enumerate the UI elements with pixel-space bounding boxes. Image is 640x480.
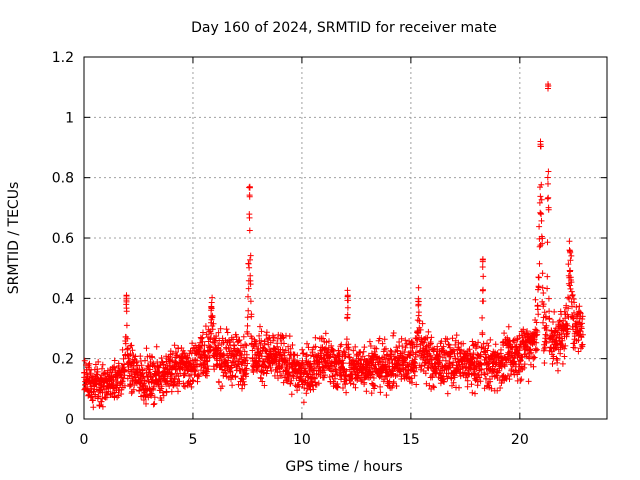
y-tick-label: 1.2 bbox=[52, 50, 74, 66]
y-tick-label: 0.6 bbox=[52, 231, 74, 247]
x-axis: 0 5 10 15 20 bbox=[80, 57, 529, 448]
x-tick-label: 20 bbox=[511, 432, 529, 448]
y-tick-label: 0.8 bbox=[52, 171, 74, 187]
x-tick-label: 15 bbox=[402, 432, 420, 448]
y-axis-label: SRMTID / TECUs bbox=[6, 182, 22, 295]
y-tick-label: 0 bbox=[65, 412, 74, 428]
y-axis: 0 0.2 0.4 0.6 0.8 1 1.2 bbox=[52, 50, 607, 428]
y-tick-label: 0.4 bbox=[52, 291, 74, 307]
chart-title: Day 160 of 2024, SRMTID for receiver mat… bbox=[191, 20, 497, 36]
x-axis-label: GPS time / hours bbox=[285, 459, 402, 475]
grid-lines bbox=[84, 57, 607, 419]
x-tick-label: 10 bbox=[293, 432, 311, 448]
x-tick-label: 5 bbox=[188, 432, 197, 448]
series-points-srmtid bbox=[81, 81, 586, 411]
y-tick-label: 0.2 bbox=[52, 352, 74, 368]
y-tick-label: 1 bbox=[65, 110, 74, 126]
data-points bbox=[81, 81, 586, 411]
x-tick-label: 0 bbox=[80, 432, 89, 448]
